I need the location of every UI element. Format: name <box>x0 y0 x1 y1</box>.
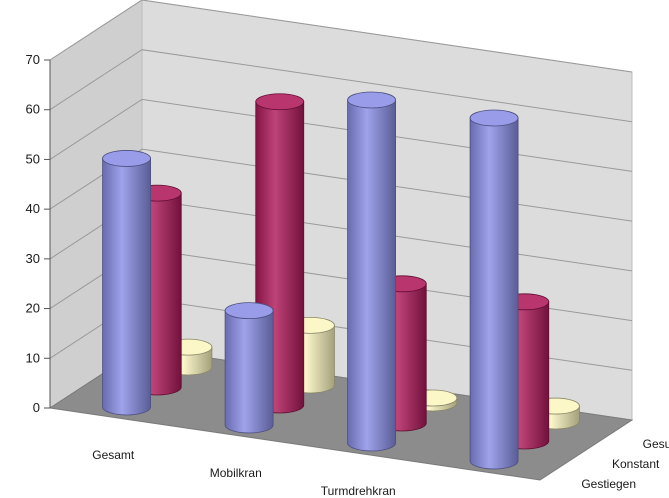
bar-gestiegen-3 <box>469 109 519 470</box>
chart-bars <box>102 91 580 470</box>
series-axis-labels: Gestiegen Konstant Gesunken <box>581 437 669 491</box>
category-label: Mobilkran <box>210 466 262 480</box>
gridline <box>49 49 633 123</box>
y-tick-label: 30 <box>26 251 40 266</box>
bar-top <box>102 150 151 167</box>
y-tick-label: 40 <box>26 201 40 216</box>
bar-gestiegen-0 <box>102 150 151 416</box>
gridline <box>49 148 633 222</box>
category-label: Gesamt <box>92 448 135 462</box>
series-label: Gestiegen <box>581 477 636 491</box>
bar-gestiegen-2 <box>347 91 396 452</box>
series-label: Gesunken <box>643 437 669 451</box>
bar-top <box>347 91 396 109</box>
bar-body <box>102 158 151 416</box>
bar-body <box>469 117 519 470</box>
y-tick-label: 70 <box>26 52 40 67</box>
bar-top <box>224 302 274 320</box>
category-axis-labels: GesamtMobilkranTurmdrehkranArbeitsbühnen <box>92 448 396 498</box>
bar-gestiegen-1 <box>224 302 274 434</box>
y-tick-label: 10 <box>26 350 40 365</box>
gridline <box>49 0 633 73</box>
bar-top <box>469 109 519 127</box>
y-tick-label: 50 <box>26 151 40 166</box>
y-tick-label: 0 <box>33 400 40 415</box>
bar-body <box>347 99 396 452</box>
y-tick-label: 60 <box>26 102 40 117</box>
bar-body <box>224 310 274 434</box>
series-label: Konstant <box>612 457 660 471</box>
category-label: Turmdrehkran <box>321 484 396 498</box>
y-tick-label: 20 <box>26 301 40 316</box>
gridline <box>49 98 633 172</box>
bar-top <box>255 93 305 111</box>
